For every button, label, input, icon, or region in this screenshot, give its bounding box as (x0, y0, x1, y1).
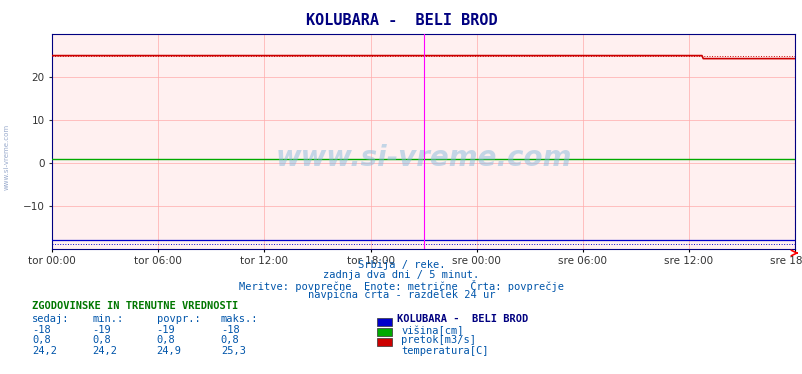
Text: zadnja dva dni / 5 minut.: zadnja dva dni / 5 minut. (323, 270, 479, 280)
Text: 24,2: 24,2 (32, 346, 57, 356)
Text: navpična črta - razdelek 24 ur: navpična črta - razdelek 24 ur (307, 289, 495, 300)
Text: 0,8: 0,8 (221, 335, 239, 346)
Text: KOLUBARA -  BELI BROD: KOLUBARA - BELI BROD (306, 13, 496, 28)
Text: sedaj:: sedaj: (32, 314, 70, 324)
Text: www.si-vreme.com: www.si-vreme.com (3, 124, 10, 190)
Text: 0,8: 0,8 (32, 335, 51, 346)
Text: 0,8: 0,8 (92, 335, 111, 346)
Text: -19: -19 (156, 325, 175, 335)
Text: pretok[m3/s]: pretok[m3/s] (401, 335, 476, 346)
Text: 24,9: 24,9 (156, 346, 181, 356)
Text: ZGODOVINSKE IN TRENUTNE VREDNOSTI: ZGODOVINSKE IN TRENUTNE VREDNOSTI (32, 301, 238, 311)
Text: min.:: min.: (92, 314, 124, 324)
Text: -18: -18 (32, 325, 51, 335)
Text: višina[cm]: višina[cm] (401, 325, 464, 336)
Text: KOLUBARA -  BELI BROD: KOLUBARA - BELI BROD (397, 314, 528, 324)
Text: temperatura[C]: temperatura[C] (401, 346, 488, 356)
Text: 0,8: 0,8 (156, 335, 175, 346)
Text: -18: -18 (221, 325, 239, 335)
Text: maks.:: maks.: (221, 314, 258, 324)
Text: 25,3: 25,3 (221, 346, 245, 356)
Text: 24,2: 24,2 (92, 346, 117, 356)
Text: Meritve: povprečne  Enote: metrične  Črta: povprečje: Meritve: povprečne Enote: metrične Črta:… (239, 280, 563, 292)
Text: povpr.:: povpr.: (156, 314, 200, 324)
Text: www.si-vreme.com: www.si-vreme.com (275, 144, 571, 172)
Text: -19: -19 (92, 325, 111, 335)
Text: Srbija / reke.: Srbija / reke. (358, 260, 444, 270)
